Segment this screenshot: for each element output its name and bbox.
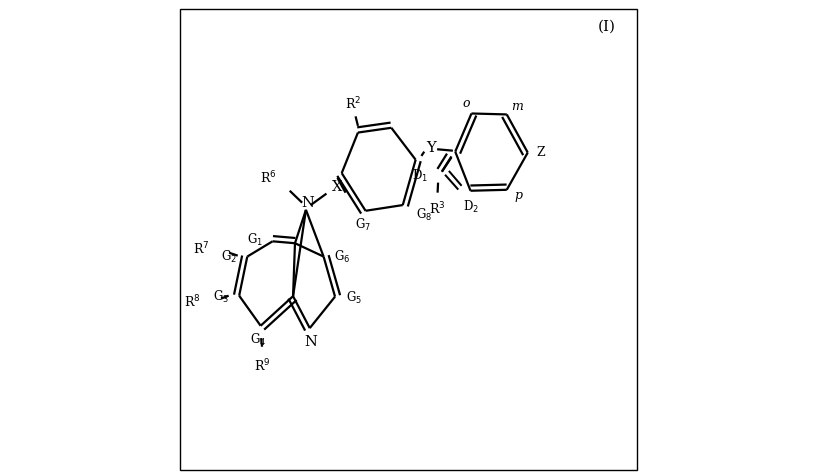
Text: G$_1$: G$_1$	[247, 231, 263, 248]
Text: G$_3$: G$_3$	[212, 288, 229, 304]
Text: p: p	[515, 188, 523, 202]
Text: (I): (I)	[597, 19, 615, 33]
Text: X: X	[332, 179, 342, 194]
Text: R$^2$: R$^2$	[345, 96, 361, 112]
Text: D$_1$: D$_1$	[412, 167, 427, 183]
Text: G$_7$: G$_7$	[355, 217, 371, 233]
Text: Z: Z	[537, 146, 546, 159]
Text: R$^6$: R$^6$	[260, 170, 276, 186]
Text: G$_2$: G$_2$	[221, 248, 237, 264]
Text: N: N	[301, 196, 315, 210]
Text: R$^7$: R$^7$	[193, 240, 209, 257]
Text: m: m	[511, 100, 523, 113]
Text: o: o	[462, 96, 470, 109]
Text: R$^9$: R$^9$	[254, 357, 270, 373]
Text: N: N	[305, 334, 318, 348]
Text: G$_4$: G$_4$	[250, 331, 266, 347]
Text: R$^8$: R$^8$	[185, 294, 201, 310]
Text: G$_6$: G$_6$	[334, 248, 350, 264]
Text: G$_8$: G$_8$	[416, 206, 432, 222]
Text: Y: Y	[426, 140, 436, 155]
Text: D$_2$: D$_2$	[463, 198, 480, 215]
Text: G$_5$: G$_5$	[346, 289, 362, 305]
Text: R$^3$: R$^3$	[429, 200, 445, 217]
